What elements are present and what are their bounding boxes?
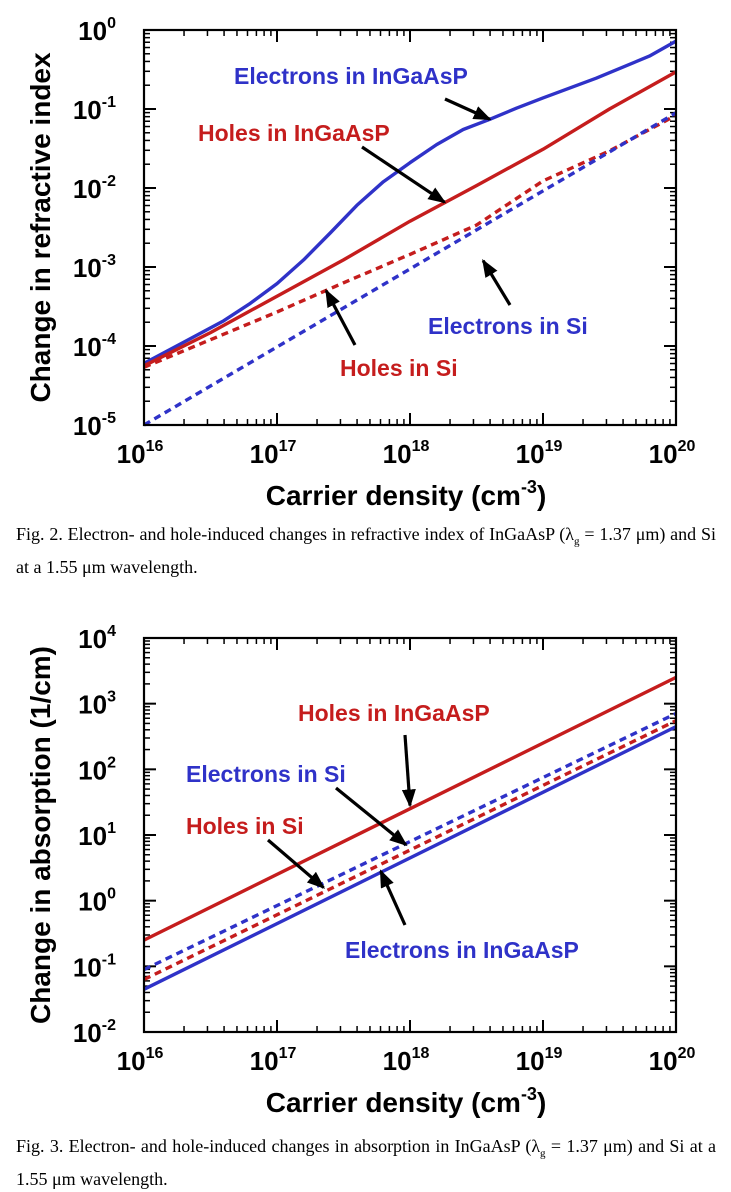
annotation-arrow [401, 734, 416, 808]
series-annotation: Electrons in Si [186, 761, 346, 787]
x-tick-label: 1016 [117, 438, 164, 469]
x-tick-label: 1017 [250, 438, 297, 469]
y-axis-label: Change in refractive index [25, 52, 56, 403]
x-tick-label: 1016 [117, 1045, 164, 1076]
y-tick-label: 10-4 [73, 331, 116, 362]
annotation-arrow [324, 288, 357, 346]
annotation-arrow [444, 97, 492, 121]
y-tick-label: 10-3 [73, 252, 116, 283]
annotation-arrow [361, 145, 447, 204]
series-annotation: Holes in Si [186, 813, 304, 839]
y-axis-label: Change in absorption (1/cm) [25, 646, 56, 1024]
y-tick-label: 10-5 [73, 410, 116, 441]
x-tick-label: 1020 [649, 438, 696, 469]
y-tick-label: 10-2 [73, 1017, 116, 1048]
x-tick-label: 1019 [516, 438, 563, 469]
fig2-caption: Fig. 2. Electron- and hole-induced chang… [16, 524, 716, 577]
annotation-arrow [379, 869, 407, 926]
y-tick-label: 101 [78, 820, 116, 851]
y-tick-label: 102 [78, 754, 116, 785]
series-line [143, 725, 677, 991]
series-annotation: Holes in Si [340, 355, 458, 381]
y-tick-label: 100 [78, 886, 116, 917]
y-tick-label: 103 [78, 689, 116, 720]
annotation-arrow [334, 786, 408, 847]
series-annotation: Holes in InGaAsP [298, 700, 490, 726]
plot-frame [142, 636, 678, 1034]
series-annotation: Electrons in InGaAsP [234, 63, 468, 89]
absorption-chart: 1016 1017 1018 1019 1020 104 103 102 101 100 10-1 1… [25, 623, 696, 1118]
series-line [143, 70, 677, 368]
y-tick-label: 100 [78, 15, 116, 46]
series-line [143, 111, 677, 427]
x-axis-label: Carrier density (cm-3) [266, 477, 547, 511]
x-tick-label: 1018 [383, 438, 430, 469]
annotation-arrow [266, 838, 326, 889]
fig3-caption: Fig. 3. Electron- and hole-induced chang… [16, 1136, 716, 1189]
y-tick-label: 10-1 [73, 951, 116, 982]
series-line [143, 711, 677, 972]
plot-frame [142, 28, 678, 427]
series-line [143, 719, 677, 982]
x-tick-label: 1020 [649, 1045, 696, 1076]
refractive-index-chart: 1016 1017 1018 1019 1020 100 10-1 10-2 10-3 10-4 1… [25, 15, 696, 511]
series-line [143, 39, 677, 365]
x-tick-label: 1019 [516, 1045, 563, 1076]
y-tick-label: 10-2 [73, 173, 116, 204]
x-tick-label: 1017 [250, 1045, 297, 1076]
series-line [143, 675, 677, 942]
series-line [143, 113, 677, 369]
x-tick-label: 1018 [383, 1045, 430, 1076]
series-annotation: Holes in InGaAsP [198, 120, 390, 146]
annotation-arrow [481, 258, 512, 306]
y-tick-label: 10-1 [73, 94, 116, 125]
x-axis-label: Carrier density (cm-3) [266, 1084, 547, 1118]
series-annotation: Electrons in Si [428, 313, 588, 339]
y-tick-label: 104 [78, 623, 116, 654]
series-annotation: Electrons in InGaAsP [345, 937, 579, 963]
